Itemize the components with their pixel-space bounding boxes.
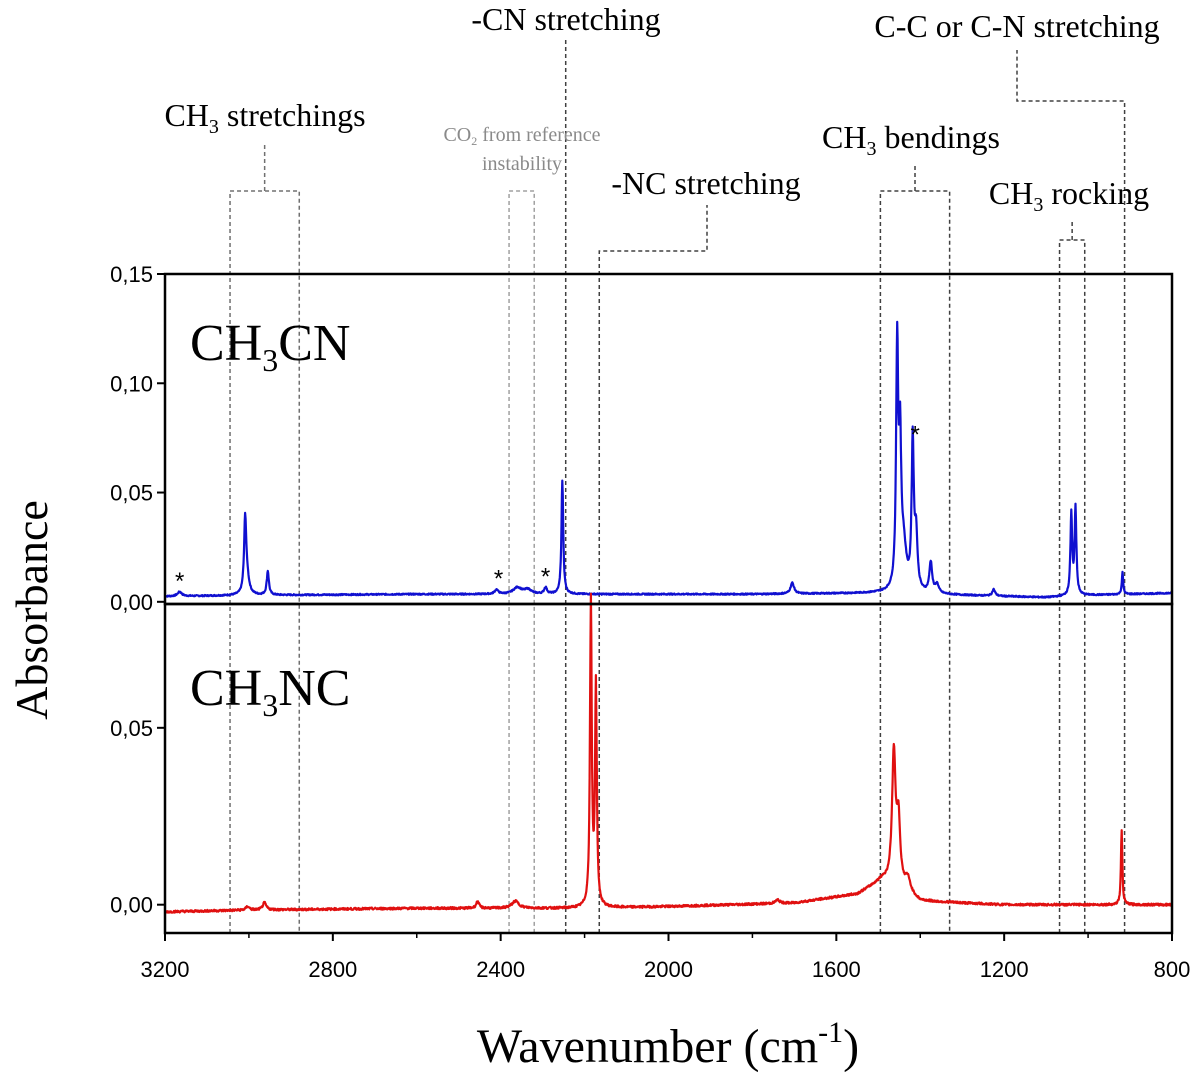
panel-frame (163, 602, 1174, 935)
cc-cn-stretching-leader (1016, 50, 1126, 933)
asterisk-marker-0: * (175, 568, 184, 595)
y-tick-label: 0,05 (110, 716, 153, 741)
asterisk-marker-2: * (541, 564, 550, 591)
y-tick-label: 0,00 (110, 590, 153, 615)
y-tick-label: 0,05 (110, 481, 153, 506)
series-line (164, 592, 1173, 914)
panel-ch3nc: 0,05 0,00 CH3NC (110, 592, 1173, 918)
x-axis-title: Wavenumber (cm-1) (477, 1016, 859, 1073)
x-tick-label: 1200 (980, 957, 1029, 982)
asterisk-marker-3: * (911, 421, 920, 448)
nc-stretching-label: -NC stretching (611, 165, 800, 201)
x-tick-label: 800 (1154, 957, 1191, 982)
series-line (164, 320, 1173, 599)
x-tick-label: 3200 (141, 957, 190, 982)
ch3-rocking-label: CH3 rocking (989, 175, 1149, 216)
co2-label-line2: instability (482, 153, 562, 175)
y-tick-label: 0,00 (110, 893, 153, 918)
co2-box (508, 190, 535, 933)
panel-label: CH3CN (190, 315, 351, 378)
ch3-stretchings-box (229, 190, 301, 933)
cn-stretching-label: -CN stretching (471, 1, 660, 37)
panel-ch3cn: * * * * 0,15 0,10 0,05 0,00 CH3CN (110, 262, 1173, 615)
ch3-stretchings-label: CH3 stretchings (164, 97, 365, 138)
x-tick-label: 2000 (644, 957, 693, 982)
x-tick-label: 1600 (812, 957, 861, 982)
x-axis: 3200 2800 2400 2000 1600 1200 800 Wavenumber (c… (141, 933, 1191, 1073)
panel-label: CH3NC (190, 660, 351, 723)
co2-label-line1: CO2 from reference (443, 124, 600, 148)
annotation-labels: CH3 stretchings CO2 from reference instabi… (164, 1, 1159, 216)
y-tick-label: 0,15 (110, 262, 153, 287)
annotation-guides (229, 40, 1126, 933)
x-tick-label: 2800 (308, 957, 357, 982)
cc-cn-stretching-label: C-C or C-N stretching (874, 8, 1159, 44)
ch3-bendings-label: CH3 bendings (822, 119, 1000, 160)
nc-stretching-leader (598, 205, 708, 933)
asterisk-marker-1: * (494, 566, 503, 593)
x-tick-label: 2400 (476, 957, 525, 982)
y-tick-label: 0,10 (110, 371, 153, 396)
ch3-rocking-box (1058, 239, 1086, 933)
y-axis-title: Absorbance (6, 500, 57, 720)
ch3-bendings-box (879, 190, 951, 933)
